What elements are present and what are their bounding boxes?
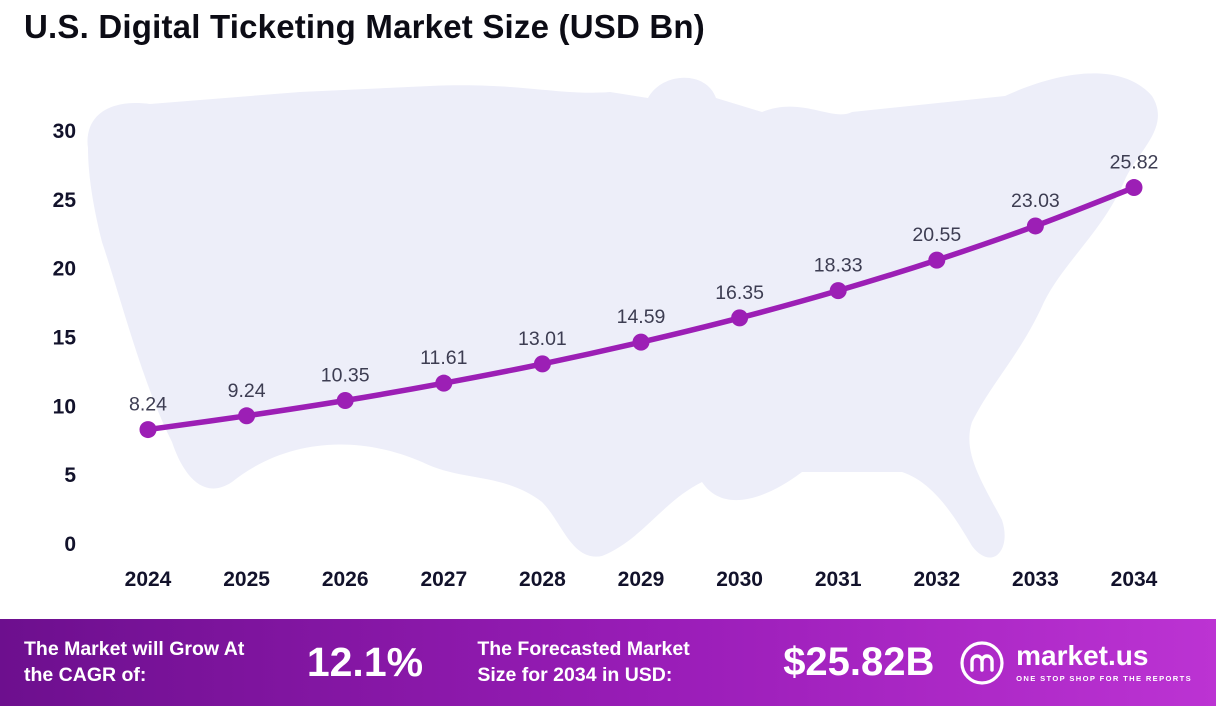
y-tick-label: 0 xyxy=(64,533,76,556)
usa-map-background xyxy=(87,73,1158,558)
data-point xyxy=(238,407,256,425)
data-point-label: 13.01 xyxy=(518,328,567,350)
data-point xyxy=(533,355,551,373)
y-tick-label: 10 xyxy=(53,395,76,418)
data-point xyxy=(632,333,650,351)
data-point-label: 25.82 xyxy=(1110,152,1159,174)
data-point xyxy=(928,251,946,269)
y-tick-label: 20 xyxy=(53,258,76,281)
data-point xyxy=(1125,179,1143,197)
x-tick-label: 2030 xyxy=(716,568,763,591)
data-point-label: 20.55 xyxy=(912,224,961,246)
x-tick-label: 2033 xyxy=(1012,568,1059,591)
x-tick-label: 2027 xyxy=(420,568,467,591)
data-point-label: 18.33 xyxy=(814,255,863,277)
data-point-label: 16.35 xyxy=(715,282,764,304)
cagr-value: 12.1% xyxy=(306,639,424,685)
data-point-label: 14.59 xyxy=(617,306,666,328)
x-tick-label: 2031 xyxy=(815,568,862,591)
data-point xyxy=(829,282,847,300)
brand-text: market.us ONE STOP SHOP FOR THE REPORTS xyxy=(1016,640,1192,684)
data-point xyxy=(1026,217,1044,235)
x-tick-label: 2026 xyxy=(322,568,369,591)
x-tick-label: 2025 xyxy=(223,568,270,591)
page-title: U.S. Digital Ticketing Market Size (USD … xyxy=(24,8,705,45)
y-tick-label: 25 xyxy=(53,189,77,212)
y-tick-label: 5 xyxy=(64,464,76,487)
data-point xyxy=(435,374,453,392)
x-tick-label: 2028 xyxy=(519,568,566,591)
y-tick-label: 15 xyxy=(53,327,77,350)
data-point xyxy=(731,309,749,327)
market-us-logo-icon xyxy=(960,640,1004,685)
data-point-label: 11.61 xyxy=(420,347,467,369)
brand-name: market.us xyxy=(1016,640,1149,671)
data-point xyxy=(139,421,157,439)
x-tick-label: 2032 xyxy=(913,568,960,591)
footer-banner: The Market will Grow At the CAGR of: 12.… xyxy=(0,619,1216,706)
brand-tagline: ONE STOP SHOP FOR THE REPORTS xyxy=(1016,674,1192,683)
forecast-value: $25.82B xyxy=(783,640,935,684)
data-point xyxy=(336,392,354,410)
data-point-label: 8.24 xyxy=(129,394,167,416)
data-point-label: 9.24 xyxy=(228,380,266,402)
cagr-label: The Market will Grow At the CAGR of: xyxy=(24,638,245,686)
data-point-label: 23.03 xyxy=(1011,190,1060,212)
brand: market.us ONE STOP SHOP FOR THE REPORTS xyxy=(958,639,1192,687)
data-point-label: 10.35 xyxy=(321,365,370,387)
x-tick-label: 2024 xyxy=(125,568,172,591)
y-tick-label: 30 xyxy=(53,120,76,143)
forecast-label: The Forecasted Market Size for 2034 in U… xyxy=(477,638,690,686)
x-tick-label: 2029 xyxy=(618,568,665,591)
x-tick-label: 2034 xyxy=(1111,568,1158,591)
